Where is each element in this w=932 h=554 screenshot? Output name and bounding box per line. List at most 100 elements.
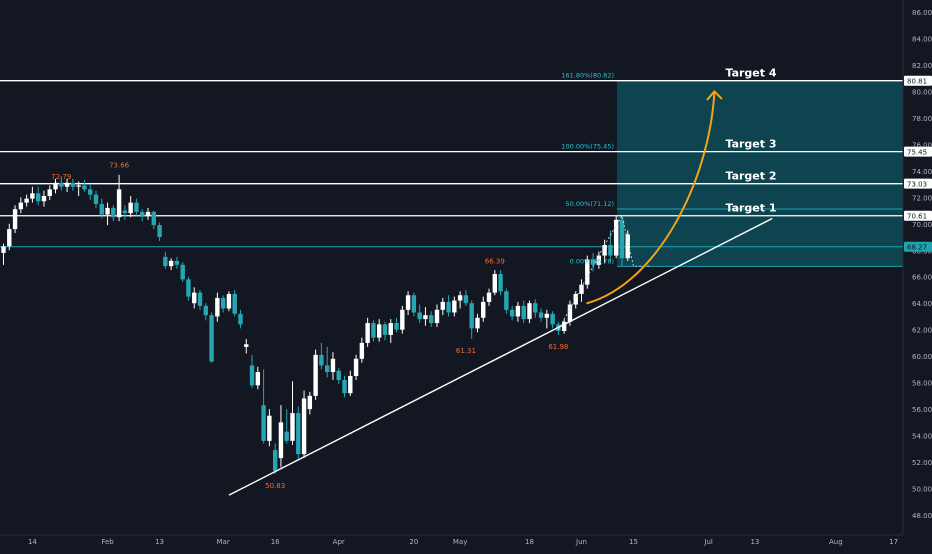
candle-body [359,342,365,359]
candle-body [1,246,6,253]
candle-body [365,323,370,343]
candle-body [388,323,393,335]
candle-body [47,189,52,196]
candle-body [475,317,480,329]
price-tick-label: 76.00 [912,141,932,149]
candle-body [313,354,318,396]
price-tick-label: 66.00 [912,274,932,282]
candle-body [411,295,417,313]
candle-body [538,312,544,318]
candle-body [492,274,497,293]
candle-body [122,210,128,214]
candle-body [515,305,521,317]
target-price-tag-text: 70.61 [907,213,927,221]
candle-body [342,379,347,394]
time-tick-label: 13 [750,538,759,546]
target-price-tag-text: 75.45 [907,149,927,157]
candle-body [452,300,457,313]
candle-body [561,321,567,332]
candle-body [544,313,550,318]
time-tick-label: Jul [703,538,713,546]
candle-body [220,297,226,309]
time-tick-label: 15 [629,538,638,546]
candle-body [330,358,336,373]
swing-price-label: 72.79 [51,173,71,181]
price-tick-label: 86.00 [912,9,932,17]
price-tick-label: 72.00 [912,194,932,202]
candle-body [348,376,353,394]
candle-body [272,450,278,472]
target-price-tag-text: 80.81 [907,78,927,86]
candle-body [163,256,168,267]
candle-body [596,255,602,265]
candle-body [244,344,249,347]
candle-body [255,372,261,386]
target-price-tag [904,146,932,157]
candle-body [400,309,405,330]
candle-body [35,193,41,202]
time-tick-label: Jun [575,538,587,546]
price-tick-label: 48.00 [912,512,932,520]
candle-body [30,193,35,199]
trendline [228,217,773,496]
candle-body [469,303,474,329]
candle-body [70,182,76,187]
candle-body [319,354,324,366]
fib-label: 50.00%(71.12) [566,200,614,208]
horizontal-lines-layer [0,80,903,267]
candle-body [284,431,289,441]
candle-body [18,202,24,210]
candle-body [278,422,284,459]
candle-body [613,219,619,256]
candle-body [498,274,503,292]
candle-body [93,194,99,204]
swing-price-label: 73.66 [109,161,130,169]
time-tick-label: Apr [333,538,345,546]
swing-price-label: 66.39 [485,258,505,266]
price-tick-label: 74.00 [912,168,932,176]
candle-body [59,182,64,187]
fib-zone [617,80,903,267]
candle-body [590,259,596,265]
candle-body [521,305,526,320]
candle-body [417,312,422,320]
candle-body [134,202,139,212]
price-axis[interactable]: 48.00 50.00 52.00 54.00 56.00 58.00 60.00 62.00… [902,0,932,550]
candle-body [440,301,445,310]
candle-body [99,203,104,215]
fib-label: 0.00%(66.78) [570,257,614,265]
candle-body [226,293,232,309]
candle-body [53,182,58,190]
time-tick-label: 20 [409,538,418,546]
candle-body [111,207,116,218]
current-price-tag [904,241,932,252]
price-tick-label: 54.00 [912,433,932,441]
price-tick-label: 78.00 [912,115,932,123]
fib-label: 161.80%(80.82) [561,72,614,80]
time-tick-label: 14 [28,538,37,546]
price-tick-label: 60.00 [912,353,932,361]
drawings-layer [228,90,773,496]
candle-body [619,219,625,259]
time-tick-label: 13 [155,538,164,546]
candle-body [336,370,341,380]
candle-body [602,244,607,256]
target-label: Target 2 [725,170,776,183]
candle-body [527,303,532,320]
time-axis[interactable]: 14 Feb 13 Mar 16 Apr 20 May 18 Jun 15 Jul 13 Aug 17 [0,534,932,550]
time-tick-label: Aug [829,538,843,546]
candle-body [481,301,486,318]
candle-body [82,185,87,190]
candle-body [446,301,451,313]
annotation-layer: 0.00%(66.78) 50.00%(71.12) 100.00%(75.45) 1… [51,67,777,490]
candle-body [301,398,307,455]
candle-body [457,295,463,301]
price-tick-label: 52.00 [912,459,932,467]
candle-body [41,195,47,202]
candle-body [128,202,133,214]
price-tick-label: 80.00 [912,88,932,96]
candle-body [145,211,151,216]
candles-layer [1,174,630,474]
